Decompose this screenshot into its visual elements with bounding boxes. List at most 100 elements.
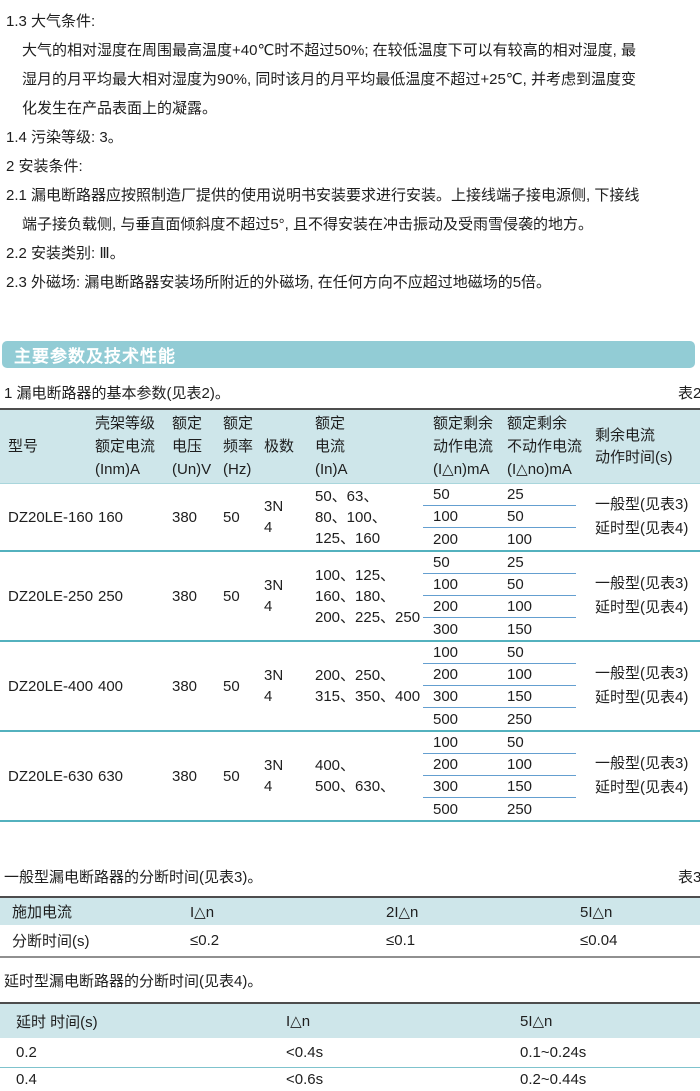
col-voltage: 额定 电压 (Un)V (172, 415, 212, 478)
idno-value: 25 (507, 554, 524, 571)
idn-value: 200 (433, 756, 459, 773)
inm-cell: 400 (98, 677, 124, 695)
residual-subrow: 200 100 (423, 664, 576, 686)
idno-value: 100 (507, 666, 533, 683)
residual-subrow: 200 100 (423, 596, 576, 618)
residual-current-subtable: 50 25 100 50 200 100 300 150 (423, 552, 590, 640)
rated-current-cell: 400、 500、630、 (315, 757, 396, 795)
table3-data-row: 分断时间(s) ≤0.2 ≤0.1 ≤0.04 (0, 925, 700, 956)
table2-caption: 1 漏电断路器的基本参数(见表2)。 (4, 385, 230, 402)
breaking-time-idn: ≤0.2 (190, 932, 220, 949)
idn-value: 200 (433, 530, 459, 548)
poles-cell: 3N 4 (264, 757, 284, 795)
col-model: 型号 (8, 438, 39, 455)
rated-current-cell: 50、63、 80、100、 125、160 (315, 487, 387, 547)
breaking-time-label: 分断时间(s) (12, 933, 90, 950)
col-residual-operating: 额定剩余 动作电流 (I△n)mA (433, 415, 494, 478)
5idn-time: 0.2~0.44s (520, 1071, 587, 1088)
hz-cell: 50 (223, 767, 240, 785)
col-rated-current: 额定 电流 (In)A (315, 415, 348, 478)
residual-subrow: 50 25 (423, 484, 576, 506)
5idn-time: 0.1~0.24s (520, 1044, 587, 1061)
idno-value: 150 (507, 620, 533, 638)
delay-time-header: 延时 时间(s) (16, 1013, 98, 1031)
residual-subrow: 300 150 (423, 618, 576, 640)
table3-caption: 一般型漏电断路器的分断时间(见表3)。 (4, 869, 263, 886)
rated-current-cell: 200、250、 315、350、400 (315, 667, 421, 705)
residual-current-subtable: 50 25 100 50 200 100 (423, 484, 590, 550)
model-cell: DZ20LE-400 (8, 677, 94, 695)
idno-value: 100 (507, 598, 533, 615)
table-row-dz20le-250: DZ20LE-250 250 380 50 3N 4 100、125、 160、… (0, 550, 700, 640)
table4-caption: 延时型漏电断路器的分断时间(见表4)。 (4, 973, 263, 990)
action-time-cell: 一般型(见表3) 延时型(见表4) (595, 755, 689, 796)
delay-type-breaking-time-table: 延时 时间(s) I△n 5I△n 0.2 <0.4s 0.1~0.24s 0.… (0, 1002, 700, 1091)
residual-subrow: 50 25 (423, 552, 576, 574)
col-frame-current: 壳架等级 额定电流 (Inm)A (95, 415, 156, 478)
col-frequency: 额定 频率 (Hz) (223, 415, 254, 478)
idn-value: 50 (433, 486, 450, 503)
residual-subrow: 500 250 (423, 708, 576, 730)
model-cell: DZ20LE-250 (8, 587, 94, 605)
inm-cell: 160 (98, 508, 124, 526)
idn-value: 200 (433, 598, 459, 615)
idno-value: 150 (507, 688, 533, 705)
delay-value: 0.4 (16, 1071, 37, 1088)
clause-1-4: 1.4 污染等级: 3。 (6, 129, 123, 146)
idn-value: 300 (433, 620, 459, 638)
model-cell: DZ20LE-160 (8, 508, 94, 526)
table3-header-row: 施加电流 I△n 2I△n 5I△n (0, 898, 700, 925)
idn-header: I△n (190, 903, 215, 921)
idn-value: 300 (433, 778, 459, 795)
5idn-header: 5I△n (520, 1013, 553, 1030)
idno-value: 50 (507, 508, 524, 525)
action-time-cell: 一般型(见表3) 延时型(见表4) (595, 496, 689, 537)
poles-cell: 3N 4 (264, 498, 284, 536)
un-cell: 380 (172, 767, 198, 785)
idn-time: <0.4s (286, 1044, 324, 1061)
table3-label: 表3 (678, 869, 700, 886)
clause-2-1-body: 端子接负载侧, 与垂直面倾斜度不超过5°, 且不得安装在冲击振动及受雨雪侵袭的地… (22, 216, 594, 233)
inm-cell: 250 (98, 587, 124, 605)
residual-current-subtable: 100 50 200 100 300 150 500 250 (423, 732, 590, 820)
table2-header-row: 型号 壳架等级 额定电流 (Inm)A 额定 电压 (Un)V 额定 频率 (H… (0, 410, 700, 483)
table-row-dz20le-630: DZ20LE-630 630 380 50 3N 4 400、 500、630、… (0, 730, 700, 820)
poles-cell: 3N 4 (264, 667, 284, 705)
installation-conditions-text: 1.3 大气条件: 大气的相对湿度在周围最高温度+40℃时不超过50%; 在较低… (6, 6, 696, 296)
un-cell: 380 (172, 587, 198, 605)
action-time-cell: 一般型(见表3) 延时型(见表4) (595, 665, 689, 706)
hz-cell: 50 (223, 508, 240, 526)
idn-time: <0.6s (286, 1071, 324, 1088)
idno-value: 25 (507, 486, 524, 503)
residual-subrow: 100 50 (423, 506, 576, 528)
residual-subrow: 300 150 (423, 776, 576, 798)
clause-2: 2 安装条件: (6, 158, 83, 175)
idno-value: 50 (507, 734, 524, 751)
action-time-cell: 一般型(见表3) 延时型(见表4) (595, 575, 689, 616)
hz-cell: 50 (223, 587, 240, 605)
residual-subrow: 100 50 (423, 642, 576, 664)
delay-value: 0.2 (16, 1044, 37, 1061)
un-cell: 380 (172, 677, 198, 695)
residual-subrow: 200 100 (423, 528, 576, 550)
residual-current-subtable: 100 50 200 100 300 150 500 250 (423, 642, 590, 730)
clause-1-3-body: 湿月的月平均最大相对湿度为90%, 同时该月的月平均最低温度不超过+25℃, 并… (22, 71, 636, 88)
idno-value: 150 (507, 778, 533, 795)
idno-value: 250 (507, 710, 533, 728)
residual-subrow: 100 50 (423, 732, 576, 754)
idno-value: 100 (507, 756, 533, 773)
idn-value: 300 (433, 688, 459, 705)
idno-value: 50 (507, 644, 524, 661)
inm-cell: 630 (98, 767, 124, 785)
idn-value: 500 (433, 710, 459, 728)
table4-header-row: 延时 时间(s) I△n 5I△n (0, 1004, 700, 1038)
model-cell: DZ20LE-630 (8, 767, 94, 785)
idno-value: 50 (507, 576, 524, 593)
basic-parameters-table: 型号 壳架等级 额定电流 (Inm)A 额定 电压 (Un)V 额定 频率 (H… (0, 408, 700, 822)
breaking-time-5idn: ≤0.04 (580, 932, 618, 949)
table-row-dz20le-160: DZ20LE-160 160 380 50 3N 4 50、63、 80、100… (0, 483, 700, 550)
idn-value: 100 (433, 644, 459, 661)
col-residual-non-operating: 额定剩余 不动作电流 (I△no)mA (507, 415, 583, 478)
idn-value: 100 (433, 508, 459, 525)
